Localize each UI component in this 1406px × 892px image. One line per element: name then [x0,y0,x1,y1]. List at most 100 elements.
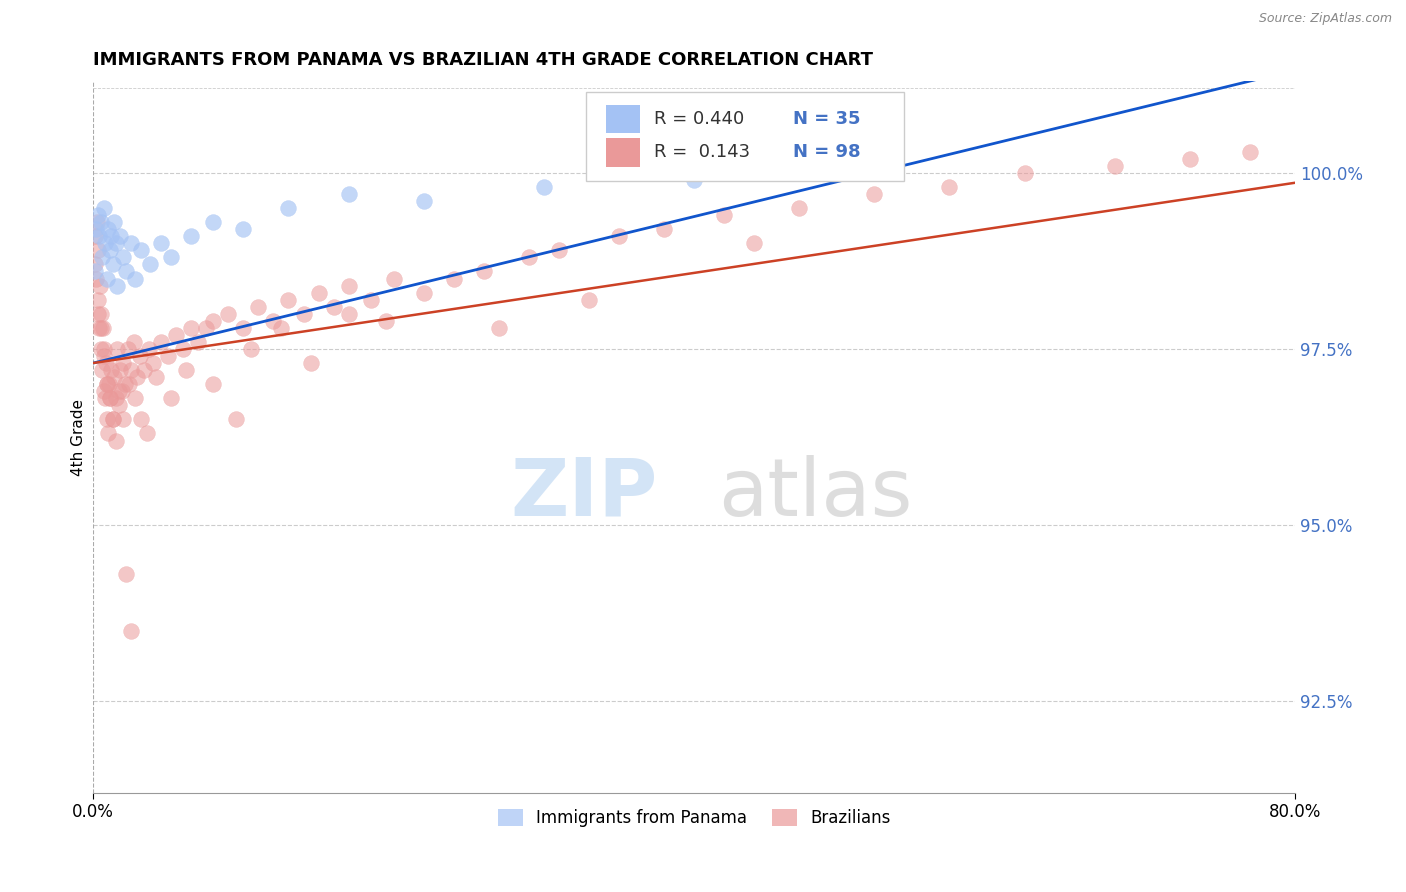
Point [232,222,254,236]
Point [149,334,172,349]
Text: R = 0.440: R = 0.440 [654,110,745,128]
Point [86,215,108,229]
Point [938,180,960,194]
Point [104,391,127,405]
Point [138,342,160,356]
Point [142,356,165,370]
Point [160,391,183,405]
Point [94,391,117,405]
Point [101,257,124,271]
Point [277,293,299,307]
Y-axis label: 4th Grade: 4th Grade [72,399,86,475]
Point [337,307,360,321]
Point [97,377,120,392]
Text: R =  0.143: R = 0.143 [654,144,751,161]
Point [1104,159,1126,173]
Point [86,208,108,222]
Point [97,222,120,236]
Point [787,201,810,215]
Point [187,334,209,349]
Point [149,236,172,251]
Point [114,377,136,392]
Point [110,229,132,244]
Point [1014,166,1036,180]
Point [239,342,262,356]
FancyBboxPatch shape [586,92,904,181]
Point [84,271,107,285]
Point [122,334,145,349]
Point [652,222,675,236]
Point [90,342,112,356]
Point [96,412,118,426]
Point [277,201,299,215]
Text: N = 98: N = 98 [793,144,860,161]
Point [90,307,112,321]
Point [84,222,107,236]
Point [375,314,398,328]
Point [96,377,118,392]
Point [120,236,142,251]
Point [139,257,162,271]
Point [217,307,239,321]
Point [118,377,141,392]
Point [337,187,360,202]
Point [90,321,112,335]
Point [299,356,322,370]
Point [136,426,159,441]
Point [91,363,114,377]
Point [120,363,142,377]
Point [115,264,138,278]
Point [134,363,156,377]
Point [107,398,129,412]
Point [98,244,121,258]
Point [713,208,735,222]
Point [101,412,124,426]
Point [1178,152,1201,166]
Point [110,363,132,377]
Point [160,251,183,265]
Point [105,342,128,356]
Point [472,264,495,278]
Point [103,215,125,229]
Point [93,201,115,215]
Point [165,327,187,342]
Point [232,321,254,335]
Point [91,321,114,335]
Legend: Immigrants from Panama, Brazilians: Immigrants from Panama, Brazilians [491,803,897,834]
Point [322,300,344,314]
Point [98,391,121,405]
Point [124,391,146,405]
Point [488,321,510,335]
Point [194,321,217,335]
Point [93,342,115,356]
Point [172,342,194,356]
Point [112,251,135,265]
FancyBboxPatch shape [606,105,640,133]
Point [533,180,555,194]
Point [202,314,225,328]
Point [412,194,434,208]
FancyBboxPatch shape [606,138,640,167]
Point [129,412,152,426]
Point [578,293,600,307]
Text: ZIP: ZIP [510,455,658,533]
Point [89,321,111,335]
Point [89,229,111,244]
Point [93,384,115,399]
Point [292,307,315,321]
Point [98,391,121,405]
Point [128,349,150,363]
Point [382,271,405,285]
Point [105,278,128,293]
Point [308,285,330,300]
Point [104,236,127,251]
Point [100,363,122,377]
Point [517,251,540,265]
Point [89,278,111,293]
Point [225,412,247,426]
Point [247,300,270,314]
Point [202,215,225,229]
Point [337,278,360,293]
Point [803,159,825,173]
Point [270,321,292,335]
